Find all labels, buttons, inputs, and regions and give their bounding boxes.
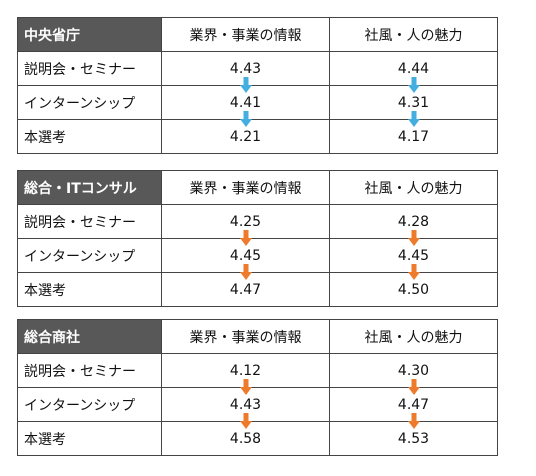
- row-label: インターンシップ: [17, 85, 162, 120]
- arrow-down-icon: [239, 379, 252, 395]
- score-table-2: 総合・ITコンサル 業界・事業の情報 社風・人の魅力 説明会・セミナー 4.25…: [17, 170, 498, 307]
- table-row: 本選考 4.47 4.50: [17, 264, 498, 307]
- value-text: 4.47: [229, 281, 262, 298]
- arrow-down-icon: [407, 413, 420, 429]
- score-table-3: 総合商社 業界・事業の情報 社風・人の魅力 説明会・セミナー 4.12 4.30…: [17, 319, 498, 456]
- arrow-down-icon: [407, 230, 420, 246]
- value-cell: 4.17: [329, 111, 498, 154]
- row-label: 説明会・セミナー: [17, 51, 162, 86]
- arrow-down-icon: [407, 379, 420, 395]
- value-text: 4.53: [397, 430, 430, 447]
- value-cell: 4.21: [161, 111, 330, 154]
- table-row: 説明会・セミナー 4.25 4.28: [17, 204, 498, 239]
- row-label: 説明会・セミナー: [17, 204, 162, 239]
- table-row: インターンシップ 4.45 4.45: [17, 230, 498, 273]
- column-header-culture: 社風・人の魅力: [329, 319, 498, 354]
- value-text: 4.17: [397, 128, 430, 145]
- value-text: 4.30: [397, 362, 430, 379]
- table-row: 本選考 4.58 4.53: [17, 413, 498, 456]
- column-header-culture: 社風・人の魅力: [329, 170, 498, 205]
- row-label: インターンシップ: [17, 387, 162, 422]
- column-header-industry: 業界・事業の情報: [161, 170, 330, 205]
- column-header-culture: 社風・人の魅力: [329, 17, 498, 52]
- value-text: 4.45: [397, 247, 430, 264]
- table-row: 説明会・セミナー 4.12 4.30: [17, 353, 498, 388]
- arrow-down-icon: [407, 264, 420, 280]
- table-header-row: 中央省庁 業界・事業の情報 社風・人の魅力: [17, 17, 498, 52]
- arrow-down-icon: [239, 413, 252, 429]
- value-text: 4.28: [397, 213, 430, 230]
- arrow-down-icon: [239, 264, 252, 280]
- value-cell: 4.47: [329, 379, 498, 422]
- row-label: 説明会・セミナー: [17, 353, 162, 388]
- value-text: 4.47: [397, 396, 430, 413]
- row-label: 本選考: [17, 119, 162, 154]
- arrow-down-icon: [407, 111, 420, 127]
- value-cell: 4.53: [329, 413, 498, 456]
- table-title: 総合商社: [17, 319, 162, 354]
- value-text: 4.44: [397, 60, 430, 77]
- value-text: 4.58: [229, 430, 262, 447]
- value-text: 4.25: [229, 213, 262, 230]
- row-label: インターンシップ: [17, 238, 162, 273]
- value-text: 4.43: [229, 396, 262, 413]
- value-text: 4.21: [229, 128, 262, 145]
- table-row: インターンシップ 4.41 4.31: [17, 77, 498, 120]
- value-text: 4.43: [229, 60, 262, 77]
- row-label: 本選考: [17, 272, 162, 307]
- arrow-down-icon: [239, 77, 252, 93]
- table-row: 本選考 4.21 4.17: [17, 111, 498, 154]
- table-row: インターンシップ 4.43 4.47: [17, 379, 498, 422]
- value-text: 4.12: [229, 362, 262, 379]
- value-text: 4.45: [229, 247, 262, 264]
- table-row: 説明会・セミナー 4.43 4.44: [17, 51, 498, 86]
- column-header-industry: 業界・事業の情報: [161, 319, 330, 354]
- value-text: 4.41: [229, 94, 262, 111]
- arrow-down-icon: [407, 77, 420, 93]
- value-text: 4.31: [397, 94, 430, 111]
- table-title: 中央省庁: [17, 17, 162, 52]
- table-header-row: 総合・ITコンサル 業界・事業の情報 社風・人の魅力: [17, 170, 498, 205]
- score-table-1: 中央省庁 業界・事業の情報 社風・人の魅力 説明会・セミナー 4.43 4.44…: [17, 17, 498, 154]
- arrow-down-icon: [239, 111, 252, 127]
- column-header-industry: 業界・事業の情報: [161, 17, 330, 52]
- table-header-row: 総合商社 業界・事業の情報 社風・人の魅力: [17, 319, 498, 354]
- value-cell: 4.58: [161, 413, 330, 456]
- value-cell: 4.47: [161, 264, 330, 307]
- table-title: 総合・ITコンサル: [17, 170, 162, 205]
- arrow-down-icon: [239, 230, 252, 246]
- value-text: 4.50: [397, 281, 430, 298]
- row-label: 本選考: [17, 421, 162, 456]
- value-cell: 4.50: [329, 264, 498, 307]
